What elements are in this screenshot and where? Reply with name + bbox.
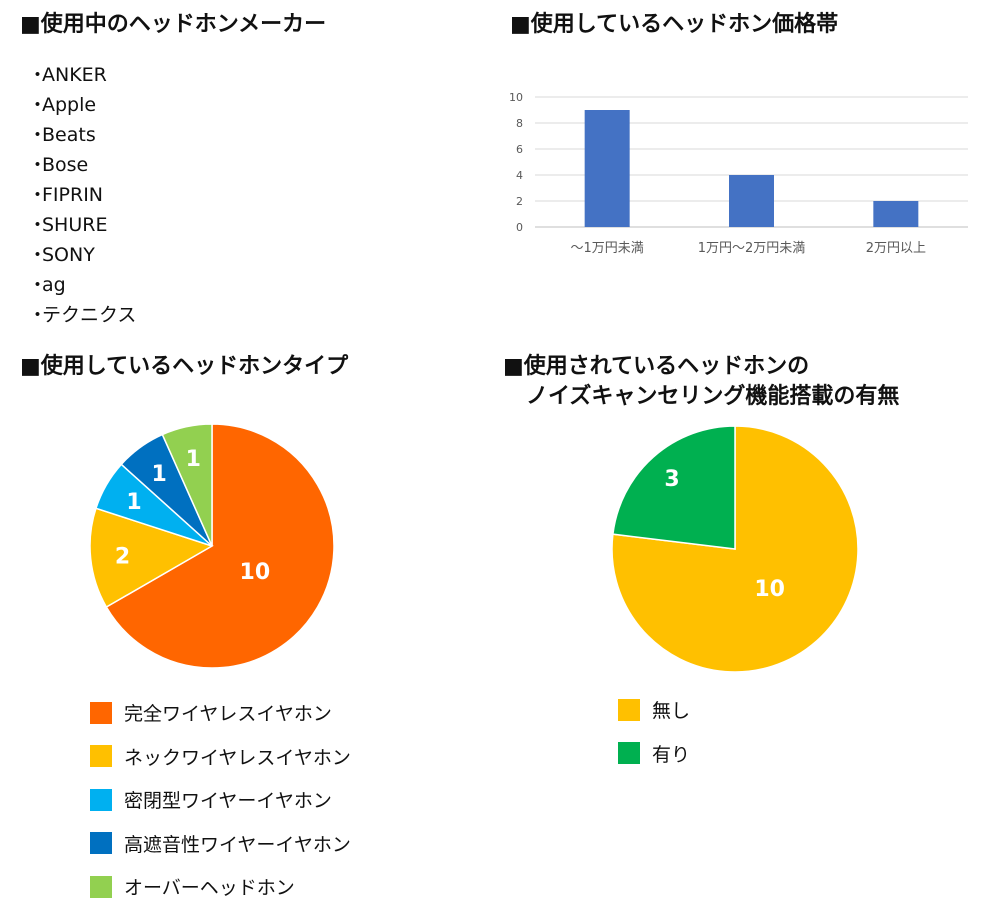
legend-item: 有り [618,732,690,776]
maker-name: Bose [42,154,89,176]
legend-label: 有り [652,743,691,766]
maker-item: ・ag [28,270,136,300]
maker-item: ・SONY [28,240,136,270]
maker-name: Beats [42,124,96,146]
pie-slice [105,423,335,669]
type-chart-title: ■使用しているヘッドホンタイプ [20,354,349,379]
legend-swatch [90,745,112,768]
pie-slice [161,423,213,547]
makers-title: ■使用中のヘッドホンメーカー [20,12,327,37]
legend-item: 密閉型ワイヤーイヤホン [90,778,351,822]
legend-item: 完全ワイヤレスイヤホン [90,691,351,735]
maker-item: ・Apple [28,90,136,120]
maker-item: ・テクニクス [28,300,136,330]
maker-item: ・ANKER [28,60,136,90]
y-tick-label: 0 [516,221,523,234]
maker-list: ・ANKER ・Apple ・Beats ・Bose ・FIPRIN ・SHUR… [28,60,136,330]
pie-slice [612,425,736,550]
maker-name: SONY [42,244,95,266]
nc-chart-title-line1: ■使用されているヘッドホンの [503,354,810,379]
y-tick-label: 10 [509,91,523,104]
pie-data-label: 3 [664,467,679,492]
maker-name: テクニクス [42,304,137,326]
bar [873,201,919,227]
maker-item: ・Beats [28,120,136,150]
nc-chart-title-line2: ノイズキャンセリング機能搭載の有無 [526,384,900,409]
x-category-label: ～1万円未満 [571,241,644,256]
maker-item: ・FIPRIN [28,180,136,210]
x-category-label: 1万円～2万円未満 [698,241,806,256]
legend-swatch [90,788,112,811]
y-tick-label: 6 [516,143,523,156]
pie-data-label: 1 [186,447,201,472]
legend-swatch [90,875,112,898]
legend-swatch [618,698,640,721]
legend-label: 密閉型ワイヤーイヤホン [124,790,332,813]
pie-data-label: 1 [126,490,141,515]
maker-item: ・Bose [28,150,136,180]
legend-label: オーバーヘッドホン [124,877,295,900]
legend-swatch [618,742,640,765]
y-tick-label: 4 [516,169,523,182]
nc-pie-legend: 無し 有り [618,688,690,775]
type-pie-legend: 完全ワイヤレスイヤホン ネックワイヤレスイヤホン 密閉型ワイヤーイヤホン 高遮音性ワイ… [90,691,351,909]
pie-data-label: 2 [115,544,130,569]
maker-name: FIPRIN [42,184,104,206]
legend-item: 無し [618,688,690,732]
pie-slice [89,507,214,609]
y-tick-label: 2 [516,195,523,208]
price-chart-title: ■使用しているヘッドホン価格帯 [510,12,839,37]
legend-swatch [90,701,112,724]
legend-label: 完全ワイヤレスイヤホン [124,703,332,726]
legend-item: ネックワイヤレスイヤホン [90,735,351,779]
bar [584,110,630,227]
maker-name: SHURE [42,214,108,236]
y-tick-label: 8 [516,117,523,130]
legend-item: 高遮音性ワイヤーイヤホン [90,822,351,866]
pie-data-label: 10 [754,577,785,602]
bar [729,175,774,227]
maker-name: Apple [42,94,97,116]
maker-name: ag [42,274,66,296]
maker-name: ANKER [42,64,107,86]
legend-label: ネックワイヤレスイヤホン [124,746,351,769]
legend-item: オーバーヘッドホン [90,865,351,909]
x-category-label: 2万円以上 [866,241,926,256]
legend-label: 無し [652,700,691,723]
legend-swatch [90,832,112,855]
legend-label: 高遮音性ワイヤーイヤホン [124,833,351,856]
pie-data-label: 10 [240,560,271,585]
pie-data-label: 1 [151,462,166,487]
maker-item: ・SHURE [28,210,136,240]
